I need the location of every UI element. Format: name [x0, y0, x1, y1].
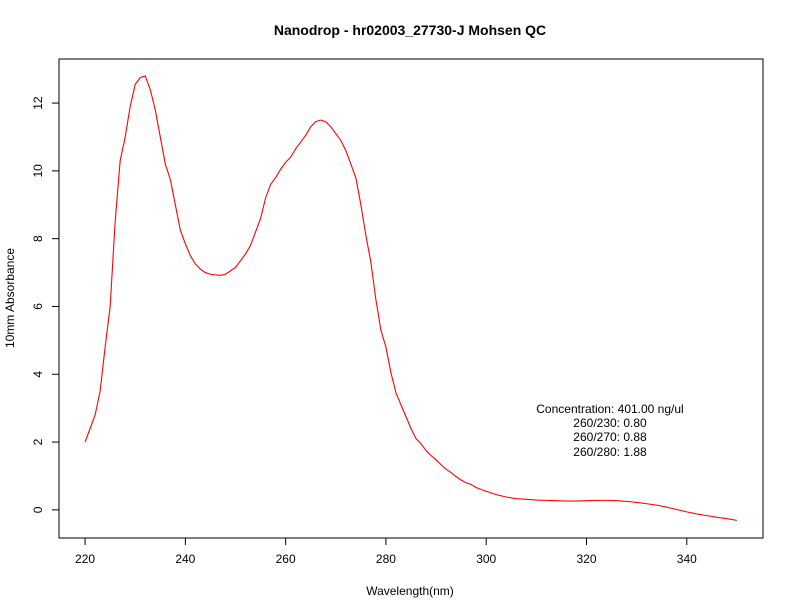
- y-tick-label: 2: [31, 438, 45, 445]
- y-tick-label: 12: [31, 96, 45, 110]
- annotation-ratio-260-280: 260/280: 1.88: [573, 445, 647, 459]
- annotations: Concentration: 401.00 ng/ul 260/230: 0.8…: [536, 402, 683, 459]
- x-axis-label: Wavelength(nm): [366, 584, 454, 598]
- x-tick-label: 300: [476, 552, 496, 566]
- y-tick-label: 0: [31, 506, 45, 513]
- y-axis: 0 2 4 6 8 10 12: [31, 96, 59, 513]
- x-axis: 220 240 260 280 300 320 340: [75, 538, 697, 566]
- y-tick-label: 4: [31, 371, 45, 378]
- x-tick-label: 220: [75, 552, 95, 566]
- x-tick-label: 340: [677, 552, 697, 566]
- x-tick-label: 260: [276, 552, 296, 566]
- x-tick-label: 280: [376, 552, 396, 566]
- annotation-ratio-260-270: 260/270: 0.88: [573, 430, 647, 444]
- y-axis-label: 10mm Absorbance: [3, 248, 17, 348]
- x-tick-label: 320: [576, 552, 596, 566]
- x-tick-label: 240: [175, 552, 195, 566]
- annotation-concentration: Concentration: 401.00 ng/ul: [536, 402, 683, 416]
- absorbance-series-line: [84, 75, 738, 521]
- plot-frame: [58, 58, 764, 539]
- annotation-ratio-260-230: 260/230: 0.80: [573, 416, 647, 430]
- y-tick-label: 6: [31, 303, 45, 310]
- y-tick-label: 10: [31, 164, 45, 178]
- y-tick-label: 8: [31, 235, 45, 242]
- chart-title: Nanodrop - hr02003_27730-J Mohsen QC: [274, 22, 546, 38]
